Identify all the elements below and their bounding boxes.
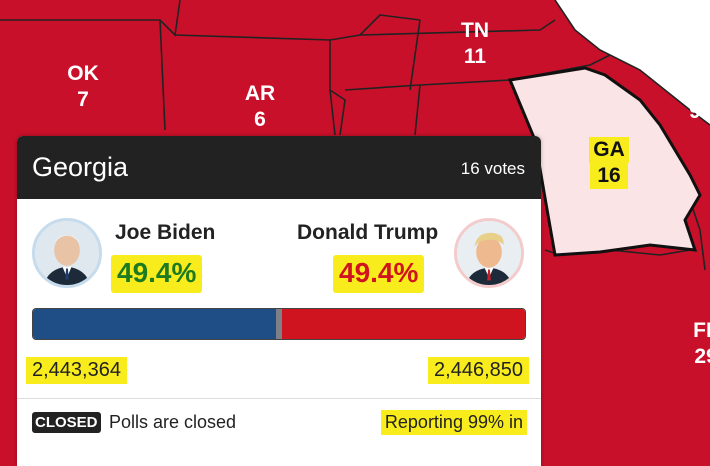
state-abbr: SC	[680, 74, 710, 97]
vote-share-bar	[32, 308, 526, 340]
trump-avatar	[454, 218, 524, 288]
state-title: Georgia	[32, 152, 129, 182]
biden-name: Joe Biden	[115, 221, 216, 244]
state-label-fl[interactable]: FL 29	[683, 318, 710, 370]
biden-percent: 49.4%	[111, 255, 203, 293]
trump-percent: 49.4%	[333, 255, 425, 293]
electoral-votes: 16 votes	[460, 159, 525, 178]
state-ev: 9	[689, 100, 701, 123]
card-header: Georgia 16 votes	[17, 136, 541, 199]
state-abbr: GA	[589, 137, 629, 163]
state-label-sc[interactable]: SC 9	[672, 73, 710, 125]
reporting-status: Reporting 99% in	[380, 410, 527, 435]
state-ev: 6	[254, 108, 266, 131]
state-label-ar[interactable]: AR 6	[237, 81, 283, 133]
state-label-tn[interactable]: TN 11	[452, 18, 498, 70]
trump-vote-count: 2,446,850	[428, 357, 529, 384]
trump-name: Donald Trump	[297, 221, 439, 244]
closed-badge: CLOSED	[32, 412, 101, 433]
state-result-card: Georgia 16 votes Joe Biden 49.4% Donald …	[17, 136, 541, 466]
state-ev: 29	[694, 345, 710, 368]
biden-avatar	[32, 218, 102, 288]
state-label-ga[interactable]: GA 16	[582, 137, 636, 189]
state-ev: 16	[590, 163, 628, 189]
background-region	[555, 0, 710, 125]
divider	[17, 398, 541, 399]
midpoint-marker	[276, 309, 282, 339]
state-abbr: OK	[67, 62, 99, 85]
state-abbr: TN	[461, 19, 489, 42]
state-ev: 7	[77, 88, 89, 111]
state-abbr: FL	[693, 319, 710, 342]
trump-share-segment	[282, 309, 525, 339]
state-label-ok[interactable]: OK 7	[60, 61, 106, 113]
biden-vote-count: 2,443,364	[26, 357, 127, 384]
biden-share-segment	[33, 309, 276, 339]
polls-status: Polls are closed	[109, 412, 237, 432]
state-ev: 11	[463, 45, 487, 68]
state-borders	[0, 0, 710, 271]
state-abbr: AR	[244, 82, 276, 105]
